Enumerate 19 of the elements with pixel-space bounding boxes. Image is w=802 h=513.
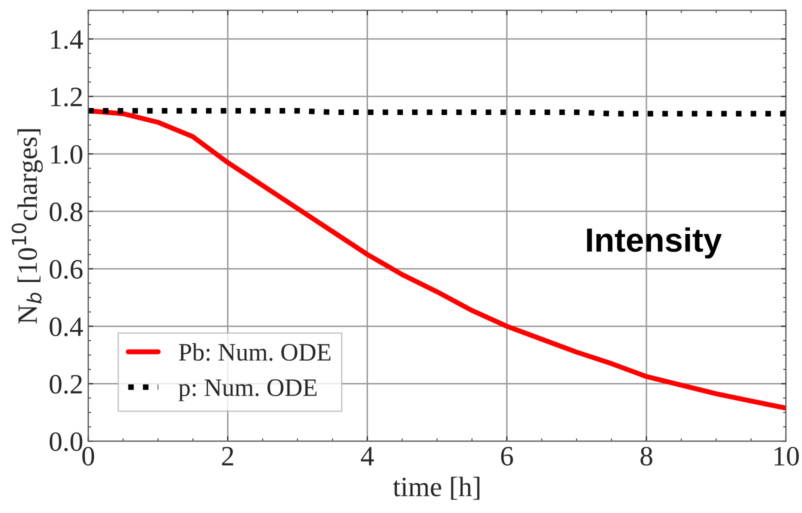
y-axis-title: N$_{b}$ [10$^{10}$charges] [12, 129, 43, 324]
y-tick-label: 1.0 [51, 145, 82, 164]
x-tick-label: 2 [222, 446, 234, 466]
y-tick-label: 1.2 [51, 88, 82, 106]
y-tick-label: 0.0 [50, 432, 82, 452]
x-tick-label: 0 [82, 446, 94, 466]
y-tick-label: 0.4 [50, 317, 83, 336]
y-tick-label: 0.6 [50, 260, 83, 279]
annotation: Intensity [587, 227, 722, 258]
x-tick-label: 10 [774, 446, 799, 466]
x-tick-label: 4 [360, 447, 374, 466]
y-tick-label: 0.8 [50, 202, 82, 222]
x-tick-label: 8 [640, 446, 652, 466]
legend-label: p: Num. ODE [178, 379, 317, 402]
y-tick-label: 1.4 [51, 30, 83, 50]
legend-label: Pb: Num. ODE [178, 343, 330, 361]
x-tick-label: 6 [501, 446, 513, 466]
y-tick-label: 0.2 [50, 374, 82, 394]
x-axis-title: time [h] [393, 476, 480, 500]
